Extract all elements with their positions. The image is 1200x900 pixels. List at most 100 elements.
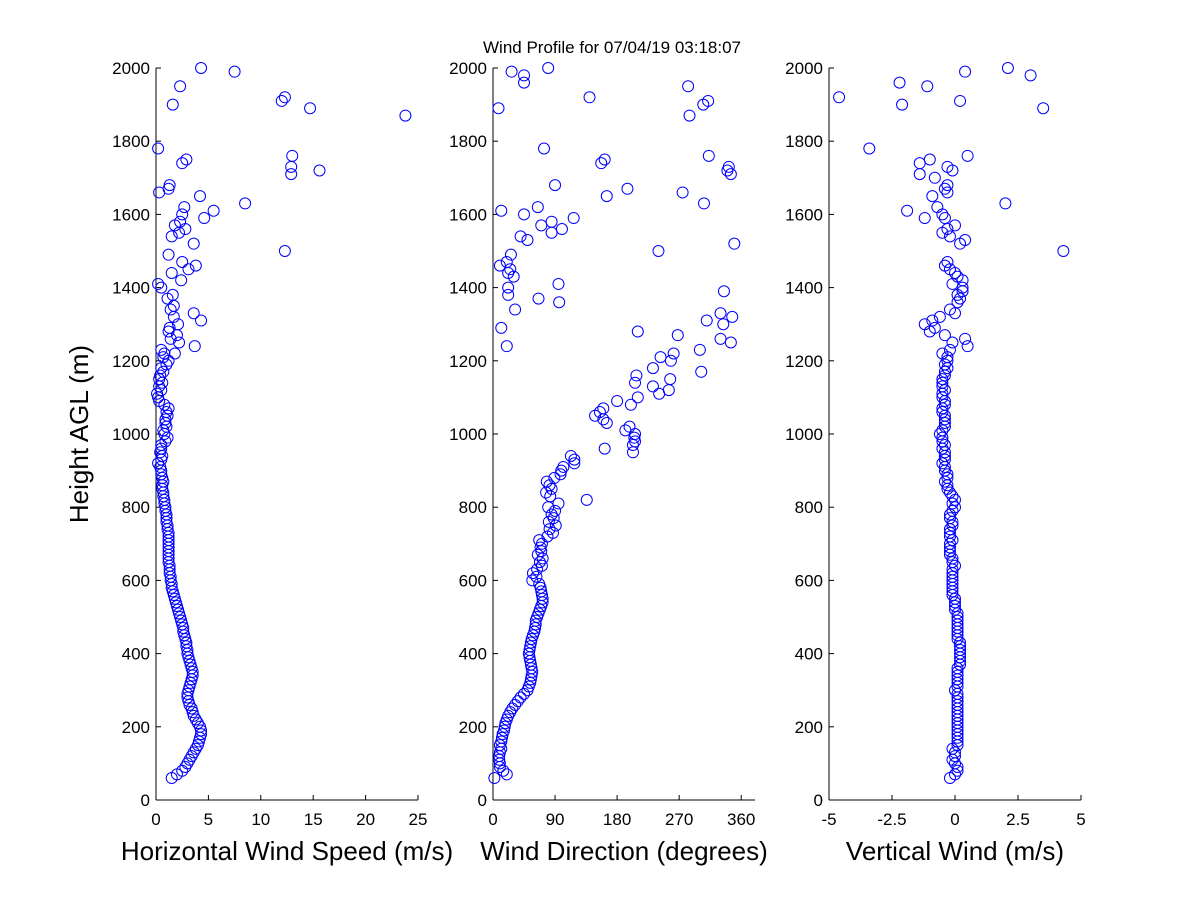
panel-1: 0 200 400 600 800 1000 1200 1400 1600 1800 2000 0 5 1… xyxy=(64,59,453,866)
data-point xyxy=(509,303,522,316)
data-point xyxy=(941,255,954,268)
y-tick-label: 1000 xyxy=(449,425,487,444)
data-point xyxy=(598,153,611,166)
data-point xyxy=(664,354,677,367)
data-point xyxy=(313,164,326,177)
data-point xyxy=(936,208,949,221)
data-point xyxy=(702,149,715,162)
data-point xyxy=(951,611,964,623)
x-tick-label: 5 xyxy=(1076,810,1085,829)
data-point xyxy=(628,431,641,444)
data-point xyxy=(521,234,534,247)
data-point xyxy=(189,259,202,272)
data-point xyxy=(183,698,196,711)
data-point xyxy=(187,746,200,759)
data-point xyxy=(163,321,176,334)
data-point xyxy=(946,570,959,583)
data-point xyxy=(154,369,167,382)
data-point xyxy=(549,504,562,517)
data-point xyxy=(533,578,546,591)
data-point xyxy=(923,153,936,166)
data-point xyxy=(207,204,220,217)
data-point xyxy=(500,255,513,268)
data-point xyxy=(535,537,548,550)
data-point xyxy=(946,753,959,766)
data-point xyxy=(167,589,180,602)
data-point xyxy=(949,684,961,697)
data-point xyxy=(493,259,506,272)
y-tick-label: 1800 xyxy=(112,132,150,151)
data-point xyxy=(682,80,695,93)
y-tick-label: 1400 xyxy=(449,279,487,298)
data-point xyxy=(184,658,197,671)
data-point xyxy=(901,204,914,217)
data-point xyxy=(938,398,951,411)
data-point xyxy=(936,431,949,444)
data-point xyxy=(946,277,959,290)
data-point xyxy=(488,772,501,785)
data-point xyxy=(173,336,186,349)
data-point xyxy=(951,270,964,283)
data-point xyxy=(951,764,964,777)
x-tick-label: -2.5 xyxy=(877,810,906,829)
data-point xyxy=(514,230,527,243)
data-point xyxy=(174,215,187,228)
y-tick-label: 1200 xyxy=(785,352,823,371)
data-point xyxy=(529,618,542,631)
data-point xyxy=(913,157,926,170)
data-point xyxy=(176,618,189,631)
data-point xyxy=(568,457,581,470)
x-tick-label: 25 xyxy=(409,810,428,829)
data-point xyxy=(598,442,611,455)
data-point xyxy=(951,662,964,675)
x-tick-label: 0 xyxy=(488,810,497,829)
data-point xyxy=(946,556,959,569)
data-point xyxy=(155,442,168,455)
y-axis-label: Height AGL (m) xyxy=(64,345,94,523)
data-point xyxy=(600,190,613,203)
data-point xyxy=(938,475,951,488)
data-point xyxy=(918,318,931,331)
data-point xyxy=(863,142,876,155)
data-point xyxy=(162,402,175,415)
data-point xyxy=(514,691,527,704)
data-point xyxy=(399,109,412,122)
data-point xyxy=(999,197,1012,210)
data-point xyxy=(938,413,951,426)
data-point xyxy=(946,497,959,510)
y-tick-label: 1400 xyxy=(785,279,823,298)
data-point xyxy=(535,585,548,598)
data-point xyxy=(724,168,737,181)
data-point xyxy=(946,519,959,532)
data-point xyxy=(180,153,193,166)
data-point xyxy=(542,515,555,528)
data-point xyxy=(943,303,956,316)
data-point xyxy=(546,526,559,539)
data-point xyxy=(654,351,667,364)
data-point xyxy=(179,223,192,236)
data-point xyxy=(155,453,168,466)
data-point xyxy=(646,362,659,375)
data-point xyxy=(646,380,659,393)
data-point xyxy=(165,266,178,279)
data-point xyxy=(185,750,198,763)
data-point xyxy=(938,182,951,195)
data-point xyxy=(545,215,558,228)
y-tick-label: 600 xyxy=(459,571,487,590)
y-tick-label: 1800 xyxy=(449,132,487,151)
data-point xyxy=(630,369,643,382)
data-point xyxy=(629,435,642,448)
data-point xyxy=(938,417,951,430)
data-point xyxy=(542,62,555,74)
data-point xyxy=(726,310,739,323)
data-point xyxy=(946,534,959,547)
data-point xyxy=(593,406,606,419)
data-point xyxy=(545,508,558,521)
data-point xyxy=(671,329,684,342)
data-point xyxy=(167,299,180,312)
data-point xyxy=(500,768,513,781)
data-point xyxy=(951,607,964,620)
data-point xyxy=(946,336,959,349)
data-point xyxy=(595,157,608,170)
panel-2: 0 200 400 600 800 1000 1200 1400 1600 1800 2000 0 90… xyxy=(449,59,768,866)
